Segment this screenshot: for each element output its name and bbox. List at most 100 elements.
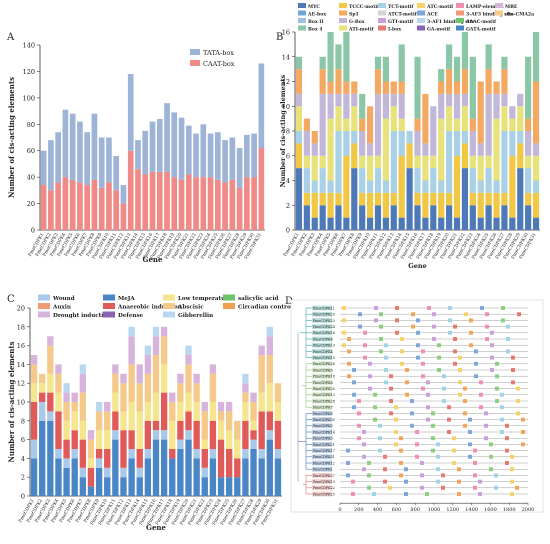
bar-segment (311, 192, 318, 218)
motif-box (342, 343, 346, 348)
gene-label-bg (312, 429, 332, 435)
legend-swatch (339, 25, 347, 31)
bar-segment (40, 185, 47, 230)
bar-segment (501, 205, 508, 230)
bar-segment (303, 205, 310, 230)
y-tick-label: 0 (31, 227, 35, 235)
legend-swatch (417, 10, 425, 16)
motif-box (521, 430, 525, 434)
bar-segment (446, 205, 453, 230)
legend-swatch (378, 18, 386, 23)
motif-box (416, 330, 420, 335)
x-tick-label: 400 (373, 507, 383, 513)
legend-swatch (378, 25, 386, 31)
motif-box (347, 349, 351, 354)
bar-segment (493, 93, 500, 119)
motif-box (421, 374, 425, 379)
motif-box (420, 461, 424, 465)
bar-segment (91, 113, 98, 180)
bar-segment (144, 449, 152, 459)
bar-segment (39, 373, 46, 384)
bar-segment (517, 106, 524, 131)
bar-segment (274, 420, 282, 449)
motif-box (436, 479, 440, 484)
bar-segment (266, 411, 273, 431)
bar-segment (351, 168, 358, 230)
motif-box (411, 312, 415, 317)
legend-label: 3-AF3 binding site (466, 12, 514, 18)
bar-segment (39, 402, 46, 421)
motif-box (363, 343, 367, 348)
motif-box (379, 349, 383, 354)
bar-segment (366, 106, 374, 144)
legend-label: Drought induction (53, 313, 111, 319)
bar-segment (446, 93, 453, 107)
bar-segment (113, 190, 120, 230)
bar-segment (311, 143, 318, 156)
bar-segment (461, 93, 469, 107)
bar-segment (160, 326, 168, 337)
bar-segment (517, 168, 524, 230)
motif-box (490, 330, 494, 335)
x-tick-label: 1800 (503, 507, 516, 513)
bar-segment (532, 81, 540, 144)
bar-segment (152, 420, 160, 431)
motif-box (347, 374, 351, 379)
motif-box (378, 436, 382, 441)
y-tick-label: 80 (27, 121, 35, 129)
motif-box (378, 423, 382, 428)
y-tick-label: 2 (286, 202, 290, 210)
bar-segment (517, 93, 524, 107)
bar-segment (87, 439, 95, 459)
motif-box (395, 330, 399, 335)
bar-segment (509, 118, 516, 131)
bar-segment (485, 155, 492, 169)
motif-box (389, 411, 393, 416)
bar-segment (266, 430, 273, 440)
bar-segment (453, 155, 461, 218)
bar-segment (55, 182, 61, 230)
bar-segment (234, 477, 241, 496)
bar-segment (485, 93, 492, 156)
bar-segment (63, 467, 70, 496)
y-tick-label: 8 (286, 128, 290, 136)
panel-c: C02468101214161820PmeCDPK1PmeCDPK2PmeCDP… (7, 294, 293, 532)
bar-segment (214, 132, 221, 180)
bar-segment (509, 155, 516, 218)
gene-label: PmeCDPK29 (313, 313, 335, 317)
legend-swatch (298, 10, 306, 16)
bar-segment (327, 192, 334, 218)
motif-box (400, 337, 404, 341)
motif-box (480, 306, 484, 310)
motif-box (399, 461, 403, 465)
motif-box (505, 423, 509, 428)
bar-segment (185, 364, 192, 393)
bar-segment (485, 44, 492, 70)
motif-box (426, 392, 430, 397)
bar-segment (295, 143, 303, 169)
bar-segment (398, 81, 405, 94)
legend-swatch (417, 25, 425, 31)
motif-box (495, 374, 499, 379)
motif-box (432, 337, 436, 341)
bar-segment (398, 217, 405, 230)
bar-segment (266, 326, 273, 337)
bar-segment (95, 430, 103, 449)
bar-segment (343, 131, 350, 156)
bar-segment (319, 56, 326, 70)
bar-segment (91, 179, 98, 230)
legend-swatch (417, 3, 425, 8)
bar-segment (493, 118, 500, 181)
y-tick-label: 40 (27, 174, 35, 182)
bar-segment (251, 133, 257, 178)
gene-label-bg (312, 318, 332, 323)
bar-segment (128, 449, 135, 459)
bar-segment (193, 402, 200, 421)
bar-segment (274, 458, 282, 496)
gene-label-bg (312, 361, 332, 367)
panel-label-c: C (7, 294, 15, 305)
motif-box (453, 349, 457, 354)
bar-segment (359, 205, 366, 230)
motif-box (347, 361, 351, 366)
gene-label: PmeCDPK6 (313, 337, 333, 341)
